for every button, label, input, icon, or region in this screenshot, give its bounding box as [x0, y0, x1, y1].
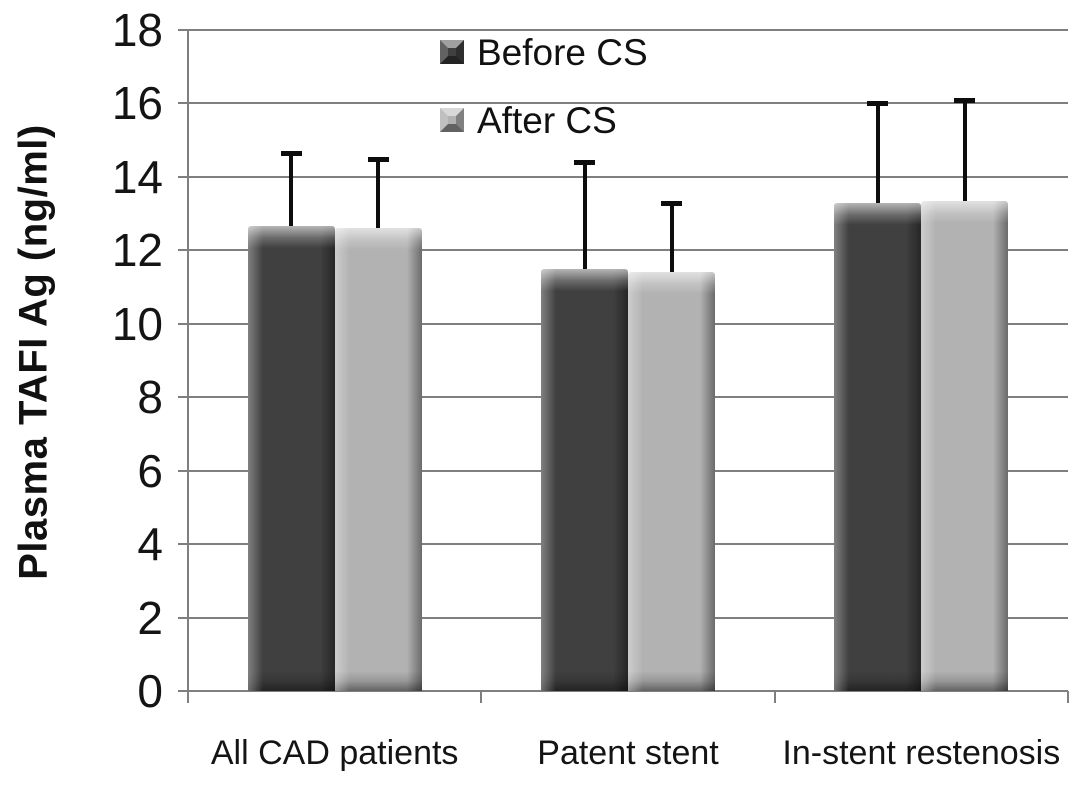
legend-label: Before CS	[477, 31, 648, 73]
y-tick-label: 8	[137, 371, 163, 424]
bar-after-cs	[921, 200, 1009, 691]
y-tick-label: 10	[111, 297, 163, 350]
x-category-label: In-stent restenosis	[782, 734, 1061, 772]
bar-before-cs	[541, 268, 628, 691]
y-axis-tick	[178, 396, 191, 399]
gridline	[188, 175, 1068, 178]
legend-item-after-cs: After CS	[440, 100, 648, 140]
error-bar-stem	[962, 99, 967, 201]
error-bar-stem	[875, 103, 880, 203]
x-category-label: Patent stent	[537, 734, 719, 772]
error-bar-cap	[574, 160, 595, 166]
error-bar-cap	[367, 156, 389, 162]
error-bar-cap	[661, 200, 682, 206]
y-axis-tick	[178, 29, 191, 31]
error-bar-stem	[376, 158, 381, 229]
y-axis-tick	[178, 175, 191, 178]
error-bar-stem	[289, 153, 294, 227]
error-bar-cap	[954, 97, 976, 103]
error-bar-stem	[669, 202, 674, 273]
error-bar-stem	[582, 162, 587, 269]
y-tick-label: 18	[111, 4, 163, 56]
x-axis-tick	[187, 691, 189, 703]
y-axis-tick	[178, 616, 191, 619]
x-category-label: All CAD patients	[210, 734, 459, 772]
legend: Before CS After CS	[440, 32, 648, 140]
legend-marker-before-cs	[440, 40, 464, 64]
y-axis-tick	[178, 543, 191, 546]
bar-before-cs	[834, 202, 922, 691]
y-tick-label: 4	[137, 518, 163, 571]
y-axis-tick	[178, 102, 191, 105]
y-tick-label: 6	[137, 444, 163, 497]
y-axis-tick	[178, 322, 191, 325]
y-axis-tick	[178, 469, 191, 472]
bar-after-cs	[334, 228, 422, 691]
legend-item-before-cs: Before CS	[440, 32, 648, 72]
y-tick-label: 12	[111, 224, 163, 277]
x-axis-tick	[773, 691, 776, 703]
y-axis-title: Plasma TAFI Ag (ng/ml)	[11, 124, 56, 580]
y-axis-tick	[178, 249, 191, 252]
x-axis-tick	[480, 691, 483, 703]
x-axis-tick	[1067, 691, 1069, 703]
y-axis-tick	[178, 690, 191, 692]
y-tick-label: 2	[137, 591, 163, 644]
legend-label: After CS	[477, 99, 617, 141]
legend-marker-after-cs	[440, 108, 464, 132]
bar-after-cs	[628, 272, 715, 691]
y-tick-label: 14	[111, 150, 163, 203]
y-tick-label: 16	[111, 77, 163, 130]
error-bar-cap	[280, 151, 302, 157]
bar-before-cs	[247, 226, 335, 691]
error-bar-cap	[867, 101, 889, 107]
gridline	[188, 29, 1068, 31]
y-tick-label: 0	[137, 665, 163, 717]
y-axis-line	[187, 30, 189, 703]
